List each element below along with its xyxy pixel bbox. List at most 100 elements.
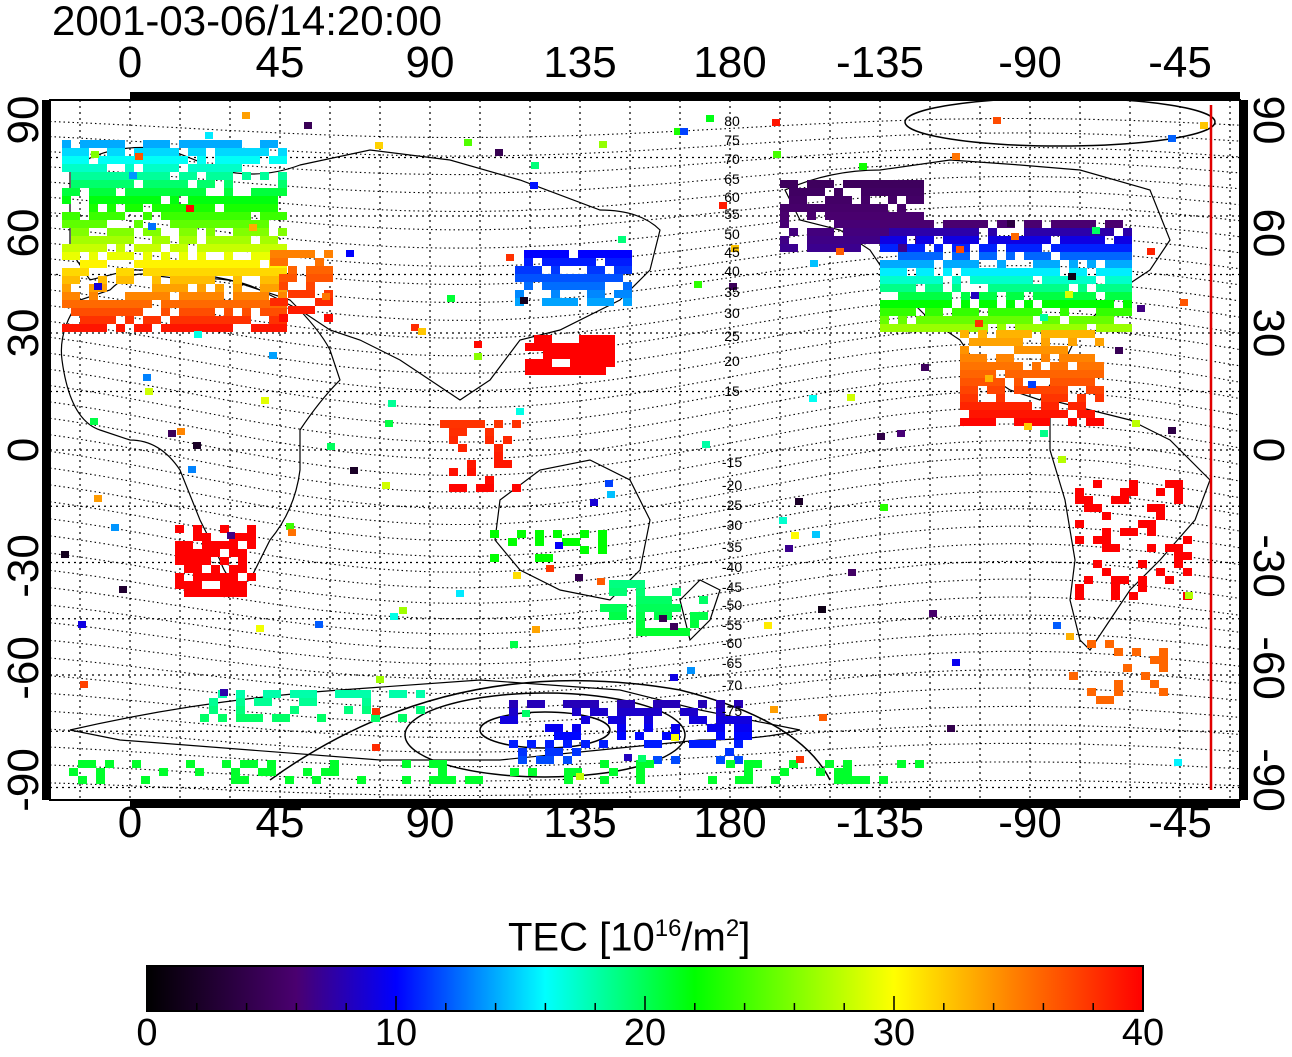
tec-cell — [636, 620, 645, 628]
tec-cell — [580, 546, 589, 554]
tec-cell — [238, 581, 247, 589]
tec-cell — [197, 260, 206, 268]
tec-cell — [605, 250, 614, 258]
tec-cell — [398, 690, 407, 698]
tec-cell — [1075, 536, 1084, 544]
tec-cell — [372, 708, 380, 715]
tec-cell — [90, 418, 98, 425]
tec-cell — [179, 188, 188, 196]
tec-cell — [879, 212, 888, 220]
tec-cell — [125, 316, 134, 324]
tec-cell — [880, 300, 889, 308]
tec-cell — [125, 252, 134, 260]
tec-cell — [141, 776, 150, 784]
tec-cell — [69, 768, 78, 776]
tec-cell — [970, 228, 979, 236]
tec-cell — [170, 212, 179, 220]
tec-cell — [188, 466, 196, 473]
tec-cell — [89, 236, 98, 244]
tec-cell — [290, 690, 299, 698]
tec-cell — [357, 776, 366, 784]
tec-cell — [943, 236, 952, 244]
tec-cell — [1086, 370, 1095, 378]
tec-cell — [1105, 260, 1114, 268]
tec-cell — [71, 148, 80, 156]
tec-cell — [242, 244, 251, 252]
tec-cell — [286, 523, 294, 530]
tec-cell — [1006, 244, 1015, 252]
tec-cell — [1077, 402, 1086, 410]
tec-cell — [233, 212, 242, 220]
tec-cell — [581, 740, 590, 748]
bottom-axis-bar — [130, 800, 1240, 808]
tec-cell — [997, 308, 1006, 316]
tec-cell — [798, 188, 807, 196]
tec-cell — [215, 172, 224, 180]
tec-cell — [617, 732, 626, 740]
tec-cell — [89, 260, 98, 268]
tec-cell — [215, 156, 224, 164]
tec-cell — [143, 156, 152, 164]
tec-cell — [734, 732, 743, 740]
tec-cell — [551, 274, 560, 282]
tec-cell — [1024, 300, 1033, 308]
tec-cell — [834, 204, 843, 212]
tec-cell — [184, 541, 193, 549]
tec-cell — [197, 252, 206, 260]
tec-cell — [465, 776, 474, 784]
tec-cell — [897, 244, 906, 252]
tec-cell — [925, 252, 934, 260]
tec-cell — [206, 180, 215, 188]
tec-cell — [269, 156, 278, 164]
tec-cell — [1096, 324, 1105, 332]
tec-cell — [1005, 338, 1014, 346]
tec-cell — [152, 292, 161, 300]
tec-cell — [263, 690, 272, 698]
geomag-contour-label: -55 — [722, 617, 742, 633]
tec-cell — [970, 276, 979, 284]
tec-cell — [659, 615, 667, 622]
tec-cell — [279, 282, 288, 290]
tec-cell — [880, 324, 889, 332]
tec-cell — [306, 250, 315, 258]
tec-cell — [743, 716, 752, 724]
tec-cell — [184, 589, 193, 597]
tec-cell — [773, 151, 781, 158]
tec-cell — [1065, 291, 1073, 298]
tec-cell — [416, 706, 425, 714]
tec-cell — [1086, 410, 1095, 418]
tec-cell — [572, 748, 581, 756]
tec-cell — [1105, 284, 1114, 292]
tec-cell — [898, 300, 907, 308]
tec-cell — [290, 706, 299, 714]
tec-cell — [1024, 316, 1033, 324]
tec-cell — [1015, 236, 1024, 244]
tec-cell — [978, 418, 987, 426]
tec-cell — [1138, 584, 1147, 592]
tec-cell — [1051, 260, 1060, 268]
tec-cell — [170, 276, 179, 284]
tec-cell — [1059, 394, 1068, 402]
tec-cell — [116, 268, 125, 276]
tec-cell — [224, 164, 233, 172]
tec-cell — [188, 140, 197, 148]
tec-cell — [925, 268, 934, 276]
tec-cell — [346, 250, 354, 257]
tec-cell — [1138, 520, 1147, 528]
tec-cell — [753, 760, 762, 768]
tec-cell — [515, 290, 524, 298]
tec-cell — [62, 292, 71, 300]
tec-cell — [152, 316, 161, 324]
tec-cell — [179, 268, 188, 276]
tec-cell — [288, 250, 297, 258]
tec-cell — [1050, 386, 1059, 394]
tec-cell — [934, 300, 943, 308]
tec-cell — [161, 300, 170, 308]
tec-cell — [636, 768, 645, 776]
tec-cell — [1086, 330, 1095, 338]
tec-cell — [175, 525, 184, 533]
tec-cell — [889, 268, 898, 276]
tec-cell — [161, 156, 170, 164]
tec-cell — [671, 756, 680, 764]
tec-cell — [816, 244, 825, 252]
